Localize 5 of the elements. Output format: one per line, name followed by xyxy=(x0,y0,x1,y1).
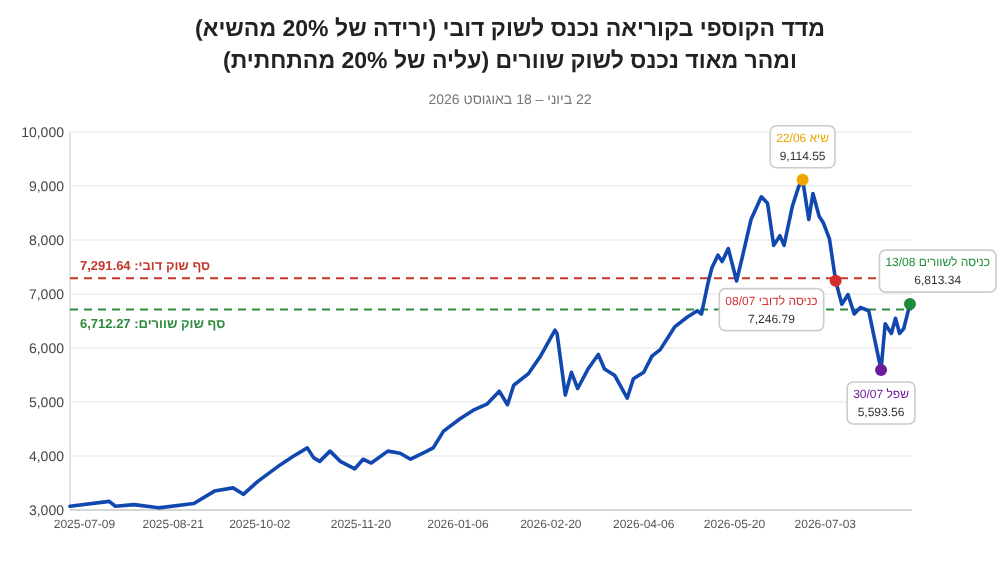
point xyxy=(875,363,888,376)
point xyxy=(796,173,809,186)
point xyxy=(829,274,842,287)
point xyxy=(903,298,916,311)
title: מדד הקוספי בקוריאה נכנס לשוק דובי (ירידה של 20% מהשיא) ומהר מאוד נכנס לשוק שוורים (עליה של 20% מהתחתית) xyxy=(195,18,825,74)
